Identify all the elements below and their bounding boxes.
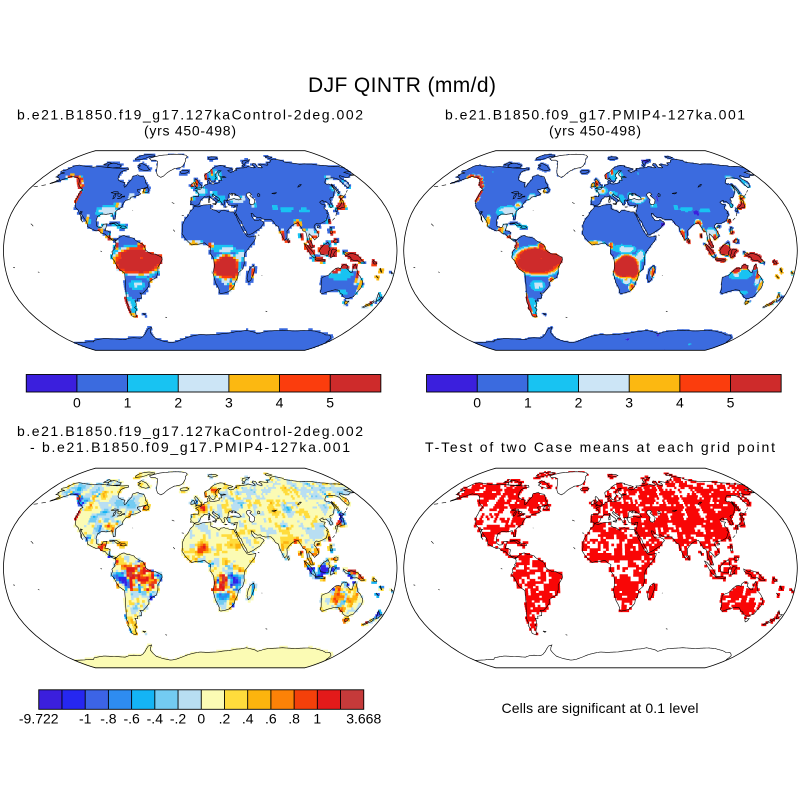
svg-text:.2: .2 <box>219 710 231 726</box>
svg-text:.4: .4 <box>242 710 254 726</box>
svg-text:b.e21.B1850.f19_g17.127kaContr: b.e21.B1850.f19_g17.127kaControl-2deg.00… <box>17 423 363 439</box>
svg-text:DJF QINTR (mm/d): DJF QINTR (mm/d) <box>308 74 496 97</box>
svg-text:5: 5 <box>727 395 735 411</box>
svg-text:Cells are significant at 0.1 l: Cells are significant at 0.1 level <box>502 700 699 716</box>
svg-text:b.e21.B1850.f19_g17.127kaContr: b.e21.B1850.f19_g17.127kaControl-2deg.00… <box>17 107 363 123</box>
svg-text:-.6: -.6 <box>123 710 140 726</box>
svg-text:-.2: -.2 <box>170 710 187 726</box>
svg-text:b.e21.B1850.f09_g17.PMIP4-127k: b.e21.B1850.f09_g17.PMIP4-127ka.001 <box>445 107 745 123</box>
svg-text:0: 0 <box>73 395 81 411</box>
svg-text:3: 3 <box>225 395 233 411</box>
svg-text:-1: -1 <box>79 710 92 726</box>
svg-text:3.668: 3.668 <box>346 710 381 726</box>
svg-text:- b.e21.B1850.f09_g17.PMIP4-12: - b.e21.B1850.f09_g17.PMIP4-127ka.001 <box>30 439 350 455</box>
svg-text:1: 1 <box>124 395 132 411</box>
svg-text:0: 0 <box>473 395 481 411</box>
svg-text:0: 0 <box>197 710 205 726</box>
svg-text:1: 1 <box>524 395 532 411</box>
svg-text:4: 4 <box>276 395 284 411</box>
svg-text:2: 2 <box>575 395 583 411</box>
svg-text:(yrs 450-498): (yrs 450-498) <box>549 123 641 139</box>
svg-text:T-Test of two Case means at ea: T-Test of two Case means at each grid po… <box>425 439 775 455</box>
svg-text:-9.722: -9.722 <box>19 710 59 726</box>
svg-text:3: 3 <box>625 395 633 411</box>
svg-text:(yrs 450-498): (yrs 450-498) <box>144 123 236 139</box>
svg-text:5: 5 <box>326 395 334 411</box>
svg-text:2: 2 <box>174 395 182 411</box>
svg-text:.8: .8 <box>288 710 300 726</box>
svg-text:-.8: -.8 <box>100 710 117 726</box>
svg-text:4: 4 <box>676 395 684 411</box>
svg-text:-.4: -.4 <box>147 710 164 726</box>
svg-text:.6: .6 <box>265 710 277 726</box>
svg-text:1: 1 <box>313 710 321 726</box>
